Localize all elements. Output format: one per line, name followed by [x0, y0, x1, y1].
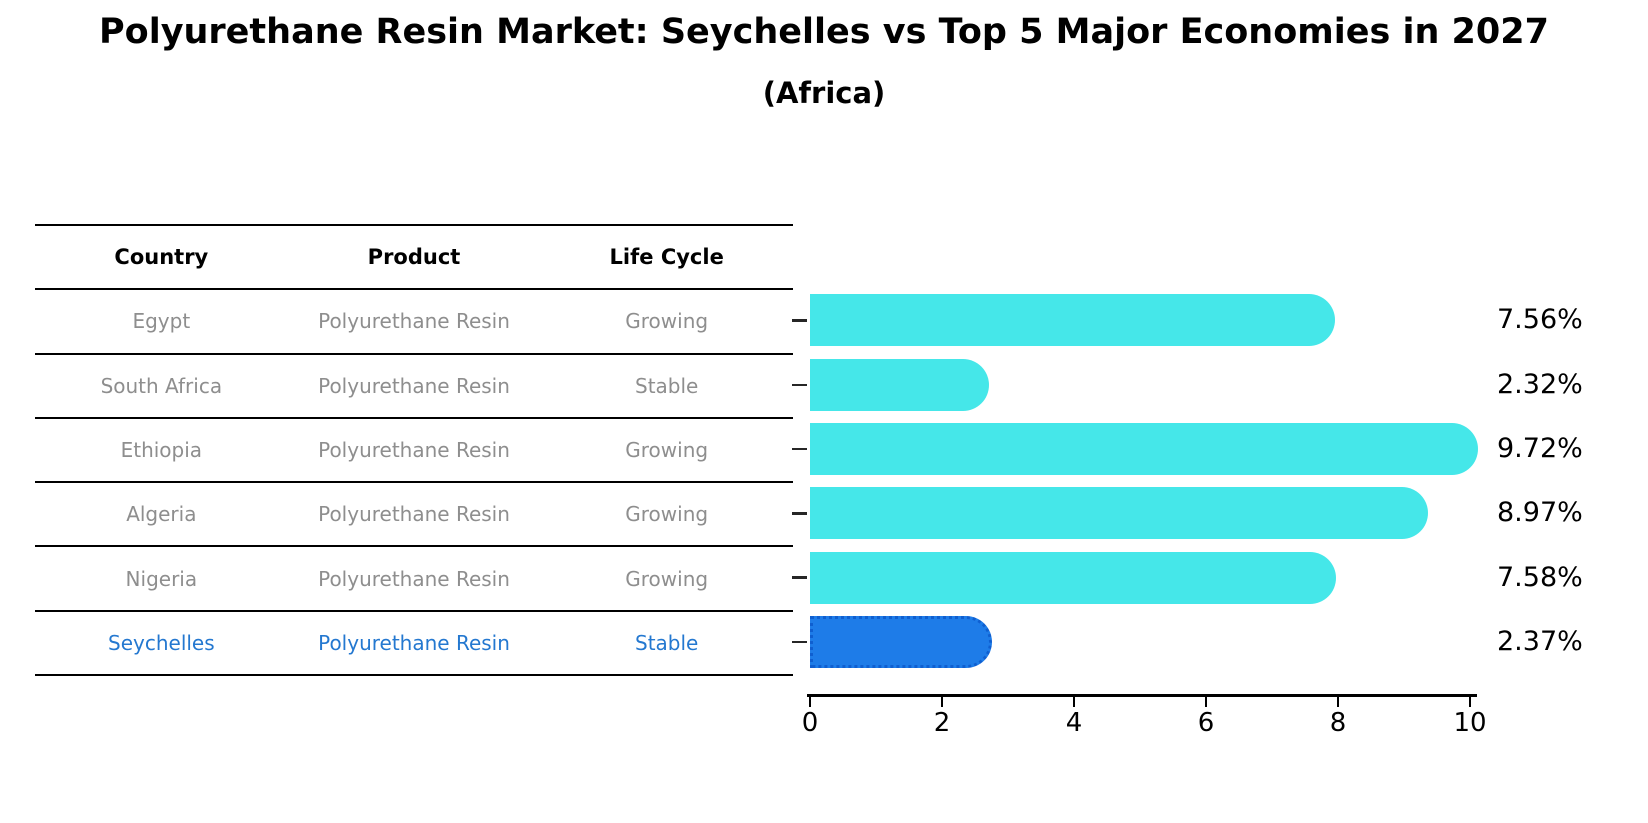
bar-value-label: 7.58%	[1497, 561, 1583, 593]
y-axis-tick	[792, 383, 807, 386]
x-axis-tick	[808, 696, 812, 707]
table-row: Nigeria Polyurethane Resin Growing	[35, 545, 793, 609]
table-cell-product: Polyurethane Resin	[318, 630, 510, 655]
x-axis-tick-label: 0	[801, 708, 819, 738]
table-cell-country: Algeria	[126, 502, 197, 527]
table-row: Egypt Polyurethane Resin Growing	[35, 288, 793, 352]
x-axis-tick	[940, 696, 944, 707]
table-cell-country: Nigeria	[125, 566, 198, 591]
x-axis-tick	[1468, 696, 1472, 707]
table-cell-life-cycle: Stable	[635, 373, 699, 398]
table-cell-product: Polyurethane Resin	[318, 438, 510, 463]
bar	[810, 551, 1337, 604]
table-cell-product: Polyurethane Resin	[318, 309, 510, 334]
x-axis-tick-label: 8	[1329, 708, 1347, 738]
x-axis-tick	[1204, 696, 1208, 707]
table-header-cell: Life Cycle	[609, 245, 724, 270]
bar	[810, 423, 1478, 476]
bar	[810, 358, 990, 411]
table-cell-life-cycle: Stable	[635, 630, 699, 655]
table-row: Algeria Polyurethane Resin Growing	[35, 481, 793, 545]
bar-value-label: 8.97%	[1497, 497, 1583, 529]
y-axis-tick	[792, 640, 807, 644]
table-cell-country: Egypt	[132, 309, 191, 334]
table-header-row: Country Product Life Cycle	[35, 224, 793, 288]
x-axis-tick-label: 2	[933, 708, 951, 738]
table-cell-life-cycle: Growing	[625, 566, 709, 591]
bar-value-label: 9.72%	[1497, 433, 1583, 465]
table-cell-country: South Africa	[100, 373, 223, 398]
table-cell-product: Polyurethane Resin	[318, 566, 510, 591]
x-axis-tick-label: 6	[1197, 708, 1215, 738]
x-axis-tick	[1072, 696, 1076, 707]
bar-highlight-seychelles	[810, 615, 993, 668]
table-cell-life-cycle: Growing	[625, 309, 709, 334]
table-header-cell: Country	[114, 245, 209, 270]
table-row: South Africa Polyurethane Resin Stable	[35, 352, 793, 417]
table-cell-life-cycle: Growing	[625, 438, 709, 463]
bar	[810, 294, 1335, 347]
table-row: Seychelles Polyurethane Resin Stable	[35, 609, 793, 677]
x-axis-line	[807, 694, 1477, 697]
y-axis-tick	[792, 319, 807, 322]
table-cell-life-cycle: Growing	[625, 502, 709, 527]
table-header-cell: Product	[367, 245, 461, 270]
y-axis-tick	[792, 576, 807, 579]
table-cell-country: Ethiopia	[120, 438, 203, 463]
bar-value-label: 7.56%	[1497, 304, 1583, 336]
y-axis-tick	[792, 447, 807, 451]
table-cell-product: Polyurethane Resin	[318, 502, 510, 527]
x-axis-tick-label: 10	[1453, 708, 1487, 738]
table-cell-product: Polyurethane Resin	[318, 373, 510, 398]
x-axis-tick	[1336, 696, 1340, 707]
table-cell-country: Seychelles	[108, 630, 215, 655]
country-table: Country Product Life Cycle Egypt Polyurethan…	[35, 224, 793, 677]
bar-value-label: 2.32%	[1497, 368, 1583, 400]
chart-title: Polyurethane Resin Market: Seychelles vs…	[99, 12, 1549, 52]
x-axis-tick-label: 4	[1065, 708, 1083, 738]
table-row: Ethiopia Polyurethane Resin Growing	[35, 416, 793, 481]
bar-value-label: 2.37%	[1497, 625, 1583, 657]
chart-subtitle: (Africa)	[762, 76, 886, 110]
bar	[810, 487, 1429, 540]
y-axis-tick	[792, 512, 807, 515]
